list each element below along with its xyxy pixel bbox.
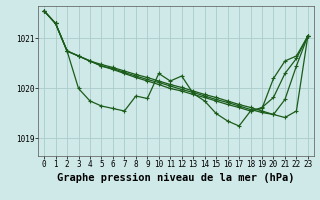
X-axis label: Graphe pression niveau de la mer (hPa): Graphe pression niveau de la mer (hPa) bbox=[57, 173, 295, 183]
